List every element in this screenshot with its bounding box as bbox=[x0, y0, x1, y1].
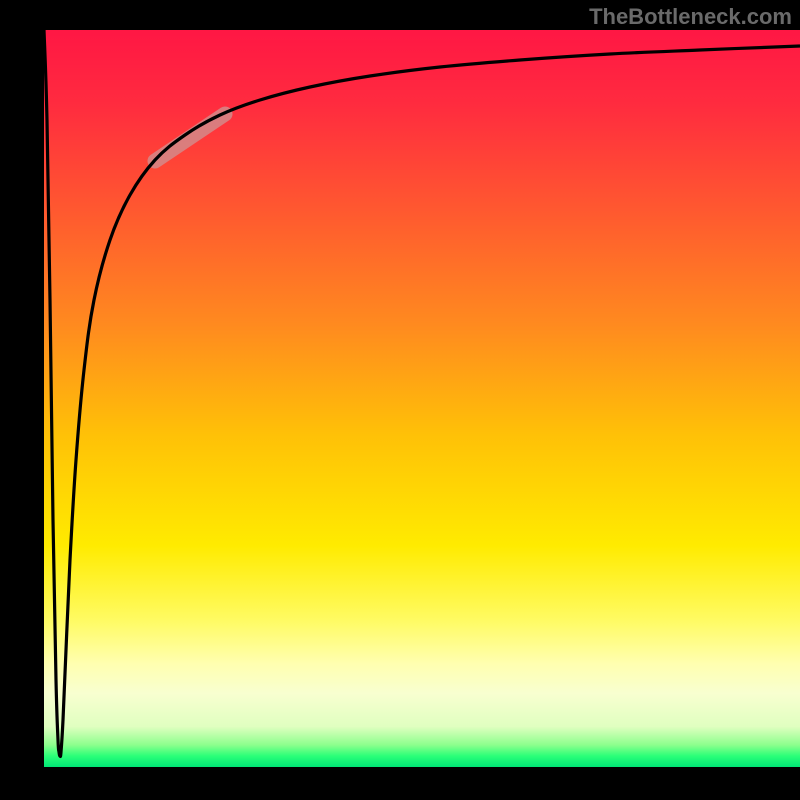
plot-area bbox=[44, 30, 800, 767]
watermark-text: TheBottleneck.com bbox=[589, 4, 792, 30]
chart-container: TheBottleneck.com bbox=[0, 0, 800, 800]
gradient-background bbox=[44, 30, 800, 767]
